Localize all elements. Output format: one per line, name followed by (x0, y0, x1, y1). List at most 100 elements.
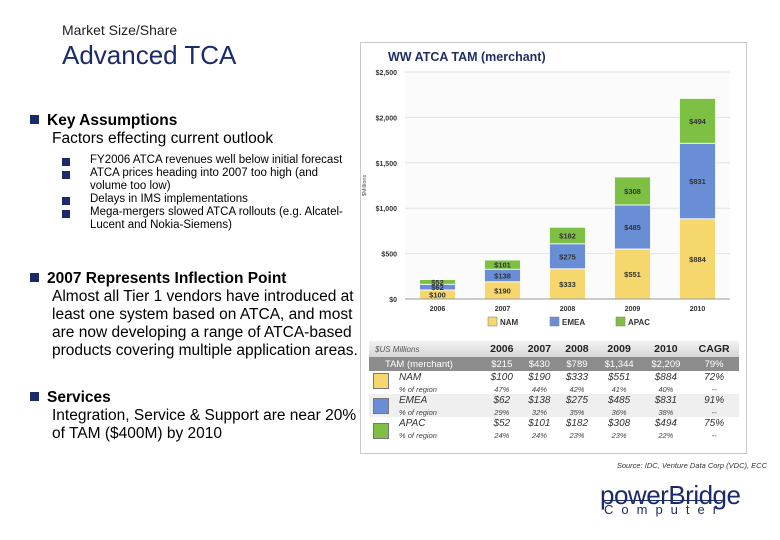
data-label: $62 (431, 283, 444, 292)
column-header: 2009 (595, 341, 643, 357)
bullet-square-icon (30, 392, 39, 401)
table-cell: $101 (528, 418, 551, 429)
table-cell: $2,209 (642, 357, 690, 371)
table-cell: $789 (558, 357, 596, 371)
table-cell: 40% (658, 384, 674, 394)
sub-bullet-square-icon (62, 210, 70, 218)
apac-color-swatch (373, 423, 389, 439)
data-label: $190 (494, 286, 511, 295)
sub-bullet-square-icon (62, 197, 70, 205)
row-label: TAM (merchant) (369, 357, 483, 371)
table-cell: 24% (494, 430, 510, 440)
table-cell: $551 (607, 372, 631, 383)
table-cell: $275 (558, 394, 596, 407)
table-row-apac: APAC $52 $101 $182 $308 $494 75% (369, 417, 739, 430)
bar-segment-apac (679, 98, 716, 144)
table-row-emea-pct: % of region 29% 32% 35% 36% 38% -- (369, 407, 739, 417)
table-cell: 22% (658, 430, 674, 440)
table-row-nam: NAM $100 $190 $333 $551 $884 72% (369, 371, 739, 384)
bullet-heading: Services (47, 389, 111, 406)
bullet-key-assumptions: Key Assumptions Factors effecting curren… (30, 112, 273, 148)
data-label: $138 (494, 271, 511, 280)
table-cell: 23% (611, 430, 627, 440)
bullet-square-icon (30, 115, 39, 124)
row-label: % of region (399, 384, 437, 394)
bullet-heading: Key Assumptions (47, 112, 178, 129)
column-header: 2006 (483, 341, 521, 357)
bar-segment-nam (614, 248, 651, 300)
row-label: % of region (369, 407, 483, 417)
data-label: $831 (689, 177, 706, 186)
table-cell: $62 (483, 394, 521, 407)
legend-swatch-apac (615, 316, 626, 327)
table-cell: $831 (642, 394, 690, 407)
table-cell: $1,344 (595, 357, 643, 371)
column-header: 2007 (520, 341, 559, 357)
table-row-tam: TAM (merchant) $215 $430 $789 $1,344 $2,… (369, 357, 739, 371)
logo-rule (604, 500, 722, 501)
table-cell: -- (711, 430, 717, 440)
bar-segment-apac (484, 259, 521, 270)
sub-bullet: Mega-mergers slowed ATCA rollouts (e.g. … (62, 206, 352, 232)
emea-color-swatch (373, 398, 389, 414)
legend-swatch-emea (549, 316, 560, 327)
data-label: $100 (429, 290, 446, 299)
table-cell: 24% (531, 430, 547, 440)
powerbridge-logo: powerBridge (600, 480, 741, 510)
column-header: 2010 (642, 341, 690, 357)
data-label: $308 (624, 187, 641, 196)
bar-segment-emea (614, 204, 651, 250)
bar-segment-apac (419, 279, 456, 285)
column-header: 2008 (558, 341, 596, 357)
row-label: NAM (399, 372, 422, 383)
x-tick-label: 2008 (560, 306, 576, 313)
sub-bullet-text: FY2006 ATCA revenues well below initial … (90, 154, 343, 166)
x-tick-label: 2006 (430, 306, 446, 313)
y-tick-label: $1,500 (376, 161, 398, 168)
legend-label-nam: NAM (500, 318, 519, 327)
legend-label-apac: APAC (628, 318, 650, 327)
sub-bullet-square-icon (62, 171, 70, 179)
table-cell: $52 (493, 418, 511, 429)
table-cell: $485 (595, 394, 643, 407)
table-cell: 41% (611, 384, 627, 394)
data-label: $551 (624, 270, 641, 279)
table-cell: 36% (595, 407, 643, 417)
bar-segment-nam (549, 268, 586, 300)
sub-bullet-list: FY2006 ATCA revenues well below initial … (62, 154, 352, 232)
bar-segment-apac (549, 226, 586, 245)
table-cell: $308 (607, 418, 631, 429)
table-cell: 35% (558, 407, 596, 417)
bullet-body: Almost all Tier 1 vendors have introduce… (52, 288, 358, 359)
table-cell: 47% (494, 384, 510, 394)
nam-color-swatch (373, 373, 389, 389)
bullet-inflection-point: 2007 Represents Inflection Point Almost … (30, 270, 360, 360)
table-cell: 79% (689, 357, 739, 371)
table-cell: $182 (565, 418, 589, 429)
legend-swatch-nam (487, 316, 498, 327)
y-tick-label: $2,500 (376, 70, 398, 77)
bar-segment-apac (614, 176, 651, 206)
data-label: $485 (624, 223, 641, 232)
row-label: APAC (399, 418, 426, 429)
x-tick-label: 2009 (625, 306, 641, 313)
data-label: $333 (559, 280, 576, 289)
bullet-body: Factors effecting current outlook (52, 130, 274, 147)
powerbridge-logo-subtitle: Computer (604, 502, 726, 517)
data-label: $275 (559, 252, 576, 261)
data-label: $182 (559, 232, 576, 241)
table-row-apac-pct: % of region 24% 24% 23% 23% 22% -- (369, 430, 739, 440)
y-tick-label: $1,000 (376, 206, 398, 213)
sub-bullet: Delays in IMS implementations (62, 193, 352, 206)
table-cell: -- (689, 407, 739, 417)
row-label: EMEA (369, 394, 483, 407)
sub-bullet: FY2006 ATCA revenues well below initial … (62, 154, 352, 167)
sub-bullet-text: Delays in IMS implementations (90, 193, 248, 205)
y-axis-label: $Millions (362, 175, 368, 197)
table-cell: $494 (654, 418, 677, 429)
table-header-row: $US Millions 2006 2007 2008 2009 2010 CA… (369, 341, 739, 357)
table-cell: $190 (528, 372, 551, 383)
x-tick-label: 2010 (690, 306, 706, 313)
table-cell: 44% (531, 384, 547, 394)
unit-label: $US Millions (369, 341, 483, 357)
